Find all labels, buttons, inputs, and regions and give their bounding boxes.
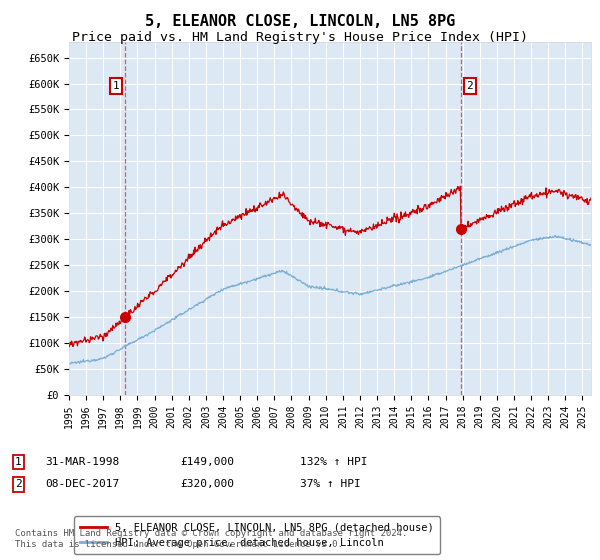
Text: 132% ↑ HPI: 132% ↑ HPI (300, 457, 367, 467)
Text: Contains HM Land Registry data © Crown copyright and database right 2024.
This d: Contains HM Land Registry data © Crown c… (15, 529, 407, 549)
Text: £320,000: £320,000 (180, 479, 234, 489)
Text: 1: 1 (15, 457, 22, 467)
Text: 08-DEC-2017: 08-DEC-2017 (45, 479, 119, 489)
Text: 2: 2 (466, 81, 473, 91)
Text: 1: 1 (113, 81, 119, 91)
Text: 37% ↑ HPI: 37% ↑ HPI (300, 479, 361, 489)
Text: 2: 2 (15, 479, 22, 489)
Text: 31-MAR-1998: 31-MAR-1998 (45, 457, 119, 467)
Text: 5, ELEANOR CLOSE, LINCOLN, LN5 8PG: 5, ELEANOR CLOSE, LINCOLN, LN5 8PG (145, 14, 455, 29)
Legend: 5, ELEANOR CLOSE, LINCOLN, LN5 8PG (detached house), HPI: Average price, detache: 5, ELEANOR CLOSE, LINCOLN, LN5 8PG (deta… (74, 516, 440, 554)
Text: £149,000: £149,000 (180, 457, 234, 467)
Text: Price paid vs. HM Land Registry's House Price Index (HPI): Price paid vs. HM Land Registry's House … (72, 31, 528, 44)
